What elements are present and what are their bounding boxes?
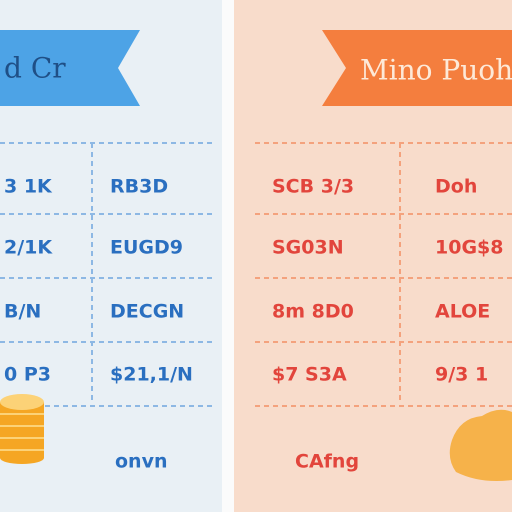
cell: EUGD9 [110,237,183,259]
cell: $21,1/N [110,364,193,386]
pastry [449,409,512,481]
right-banner-text: Mino Puoh [360,54,512,87]
cell: RB3D [110,176,168,198]
left-banner-text: d Cr [4,52,66,85]
right-grid [255,142,512,407]
left-banner [0,30,140,106]
coin-stack [0,394,44,464]
right-banner [322,30,512,106]
cell: ALOE [435,301,490,323]
cell: 10G$8 [435,237,503,259]
cell: 9/3 1 [435,364,488,386]
cell: 2/1K [4,237,53,259]
cell: B/N [4,301,41,323]
footer: CAfng [295,451,359,473]
cell: DECGN [110,301,184,323]
cell: Doh [435,176,477,198]
cell: 0 P3 [4,364,51,386]
footer: onvn [115,451,168,473]
cell: 3 1K [4,176,53,198]
cell: 8m 8D0 [272,301,354,323]
cell: $7 S3A [272,364,347,386]
cell: SG03N [272,237,344,259]
left-grid [0,142,215,407]
cell: SCB 3/3 [272,176,354,198]
